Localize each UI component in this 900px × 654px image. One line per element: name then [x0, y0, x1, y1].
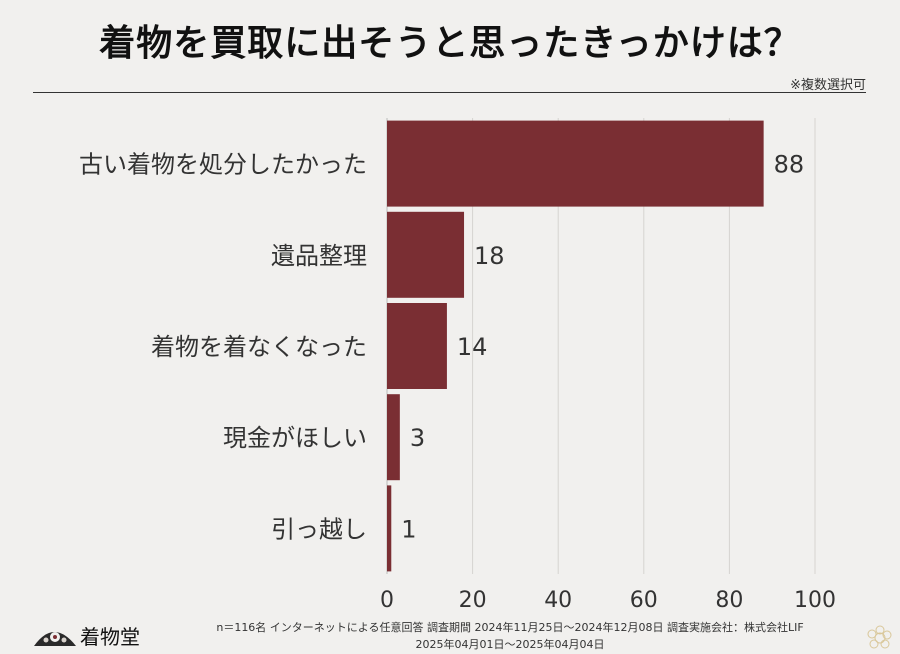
x-tick-label: 40 [544, 588, 572, 613]
flower-decoration-icon [867, 625, 892, 649]
survey-note-line2: 2025年04月01日〜2025年04月04日 [415, 638, 605, 651]
value-label: 1 [401, 515, 416, 543]
category-label: 現金がほしい [223, 424, 367, 452]
logo-fan-icon [34, 632, 76, 646]
value-labels: 88 18 14 3 1 [401, 151, 804, 544]
x-tick-label: 0 [380, 588, 394, 613]
bars [387, 120, 764, 572]
category-label: 着物を着なくなった [151, 333, 367, 361]
bar [387, 211, 465, 298]
category-label: 古い着物を処分したかった [79, 151, 367, 179]
x-tick-label: 60 [630, 588, 658, 613]
x-tick-label: 20 [459, 588, 487, 613]
title-divider [33, 92, 866, 93]
bar [387, 120, 764, 207]
value-label: 3 [410, 424, 425, 452]
category-label: 引っ越し [271, 515, 367, 543]
bar [387, 394, 400, 481]
value-label: 88 [774, 151, 805, 179]
value-label: 14 [457, 333, 488, 361]
bar [387, 485, 392, 572]
x-tick-label: 80 [715, 588, 743, 613]
multiple-choice-note: ※複数選択可 [790, 78, 866, 93]
value-label: 18 [474, 242, 505, 270]
chart-title: 着物を買取に出そうと思ったきっかけは？ [99, 23, 801, 64]
bar [387, 303, 447, 389]
x-tick-label: 100 [794, 588, 836, 613]
category-label: 遺品整理 [271, 242, 367, 270]
survey-note-line1: n＝116名 インターネットによる任意回答 調査期間 2024年11月25日〜2… [216, 621, 804, 634]
logo-text: 着物堂 [80, 625, 140, 649]
x-tick-labels: 0 20 40 60 80 100 [380, 588, 836, 613]
